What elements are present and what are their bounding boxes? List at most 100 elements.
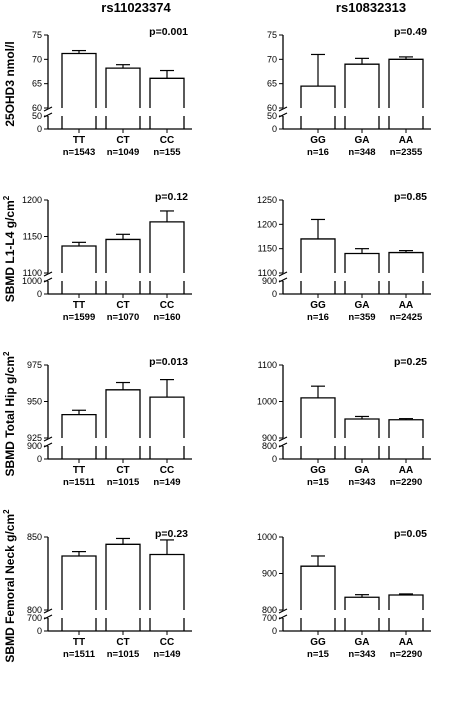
n-label: n=1070 <box>107 312 140 323</box>
panel-3-0: 800 850 0 700 TTn=1511 CTn=1015 CCn=149 p=0.23 S… <box>2 509 192 663</box>
n-label: n=359 <box>348 312 375 323</box>
y-tick-label: 50 <box>267 111 277 121</box>
category-label: GA <box>355 300 370 311</box>
y-tick-label: 1000 <box>257 532 277 542</box>
y-tick-label: 900 <box>262 276 277 286</box>
n-label: n=1015 <box>107 649 140 660</box>
y-tick-label: 925 <box>27 433 42 443</box>
bar-cc <box>149 221 185 273</box>
y-tick-label: 70 <box>267 54 277 64</box>
n-label: n=155 <box>153 147 181 158</box>
bar-ct <box>105 67 141 108</box>
y-tick-label: 50 <box>32 111 42 121</box>
n-label: n=2290 <box>390 477 423 488</box>
panel-2-0: 925 950 975 0 900 TTn=1511 CTn=1015 CCn=149 p=0.… <box>2 351 192 488</box>
y-tick-label: 975 <box>27 360 42 370</box>
y-tick-label: 60 <box>32 103 42 113</box>
bar-cc <box>149 396 185 438</box>
n-label: n=160 <box>153 312 180 323</box>
bar-aa <box>388 594 424 610</box>
n-label: n=1543 <box>63 147 96 158</box>
n-label: n=2290 <box>390 649 423 660</box>
y-tick-label: 0 <box>37 289 42 299</box>
y-tick-label: 70 <box>32 54 42 64</box>
n-label: n=343 <box>348 477 375 488</box>
bar-gg <box>300 85 336 108</box>
panel-2-1: 900 1000 1100 0 800 GGn=15 GAn=343 AAn=2290 p=0.… <box>257 356 431 488</box>
p-value-label: p=0.05 <box>394 528 427 540</box>
bar-tt <box>61 52 97 108</box>
y-tick-label: 1100 <box>258 360 277 370</box>
y-tick-label: 0 <box>37 626 42 636</box>
n-label: n=348 <box>348 147 375 158</box>
y-tick-label: 900 <box>27 441 42 451</box>
bar-tt <box>61 413 97 438</box>
category-label: TT <box>73 637 85 648</box>
category-label: TT <box>73 300 85 311</box>
n-label: n=149 <box>153 649 180 660</box>
p-value-label: p=0.013 <box>149 356 188 368</box>
bar-ct <box>105 238 141 273</box>
category-label: GG <box>310 465 326 476</box>
bar-tt <box>61 555 97 610</box>
n-label: n=16 <box>307 312 329 323</box>
bar-ga <box>344 596 380 610</box>
bar-tt <box>61 245 97 273</box>
n-label: n=1049 <box>107 147 140 158</box>
n-label: n=1015 <box>107 477 140 488</box>
n-label: n=1599 <box>63 312 96 323</box>
p-value-label: p=0.25 <box>394 356 427 368</box>
p-value-label: p=0.12 <box>155 191 188 203</box>
y-tick-label: 1200 <box>22 195 42 205</box>
category-label: GA <box>355 135 370 146</box>
category-label: CC <box>160 135 174 146</box>
y-tick-label: 65 <box>267 79 277 89</box>
y-tick-label: 0 <box>37 454 42 464</box>
bar-aa <box>388 419 424 438</box>
y-tick-label: 0 <box>272 626 277 636</box>
axis-break-mark <box>43 106 53 112</box>
y-axis-label-superscript: 2 <box>2 509 11 514</box>
y-tick-label: 75 <box>267 30 277 40</box>
n-label: n=2355 <box>390 147 423 158</box>
y-tick-label: 700 <box>27 613 42 623</box>
panel-1-1: 1100 1150 1200 1250 0 900 GGn=16 GAn=359 AAn=242… <box>257 191 431 323</box>
category-label: CC <box>160 300 174 311</box>
bar-ct <box>105 389 141 438</box>
category-label: CC <box>160 465 174 476</box>
column-title-left: rs11023374 <box>101 0 171 15</box>
y-tick-label: 0 <box>272 289 277 299</box>
y-tick-label: 1150 <box>258 244 277 254</box>
y-tick-label: 850 <box>27 532 42 542</box>
p-value-label: p=0.85 <box>394 191 427 203</box>
bar-aa <box>388 251 424 273</box>
n-label: n=1511 <box>63 477 96 488</box>
bar-aa <box>388 58 424 108</box>
axis-break-mark <box>278 436 288 442</box>
bar-gg <box>300 238 336 273</box>
n-label: n=149 <box>153 477 180 488</box>
bar-ct <box>105 543 141 610</box>
y-tick-label: 950 <box>27 397 42 407</box>
bar-ga <box>344 418 380 438</box>
y-tick-label: 1000 <box>22 276 42 286</box>
y-tick-label: 60 <box>267 103 277 113</box>
bar-gg <box>300 565 336 610</box>
n-label: n=2425 <box>390 312 423 323</box>
n-label: n=16 <box>307 147 329 158</box>
y-axis-label-superscript: 2 <box>2 351 11 356</box>
category-label: CT <box>116 637 129 648</box>
category-label: CT <box>116 300 129 311</box>
axis-break-mark <box>278 608 288 614</box>
bar-gg <box>300 397 336 438</box>
n-label: n=1511 <box>63 649 96 660</box>
y-tick-label: 1100 <box>23 268 42 278</box>
y-tick-label: 65 <box>32 79 42 89</box>
y-axis-label: SBMD Femoral Neck g/cm2 <box>2 509 17 663</box>
panel-3-1: 800 900 1000 0 700 GGn=15 GAn=343 AAn=2290 p=0.0… <box>257 528 431 660</box>
category-label: GG <box>310 135 326 146</box>
p-value-label: p=0.49 <box>394 26 427 38</box>
axis-break-mark <box>43 608 53 614</box>
y-tick-label: 1000 <box>257 397 277 407</box>
y-tick-label: 900 <box>262 569 277 579</box>
